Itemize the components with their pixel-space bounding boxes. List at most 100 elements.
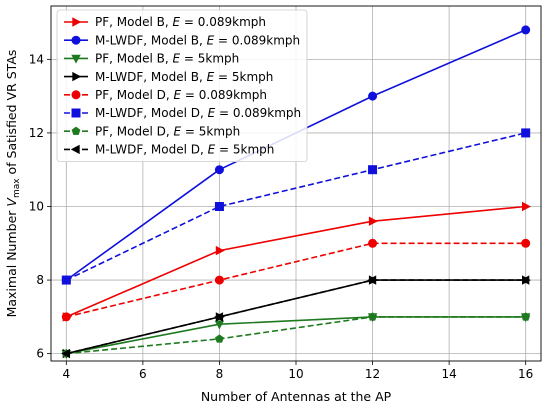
- data-point: [61, 348, 70, 359]
- data-point: [521, 312, 531, 321]
- y-tick-label: 12: [29, 126, 44, 140]
- legend-label-post: = 5kmph: [180, 52, 239, 66]
- series-line: [66, 316, 526, 355]
- legend-label-post: = 0.089kmph: [214, 33, 300, 47]
- series-8: [61, 275, 530, 359]
- legend-label-pre: PF, Model D,: [95, 88, 173, 102]
- legend-item: PF, Model D, E = 0.089kmph: [64, 88, 267, 102]
- y-axis-label-prefix: Maximal Number: [4, 207, 19, 318]
- legend-label-pre: PF, Model D,: [95, 124, 173, 138]
- data-point: [520, 275, 530, 285]
- legend-label-var: E: [173, 88, 181, 102]
- data-point: [214, 201, 224, 211]
- y-axis-label-sub: max: [12, 178, 22, 198]
- legend-label-pre: M-LWDF, Model B,: [95, 33, 207, 47]
- legend-label: PF, Model D, E = 0.089kmph: [95, 88, 267, 102]
- legend-label: M-LWDF, Model B, E = 5kmph: [95, 70, 273, 84]
- legend-label: M-LWDF, Model D, E = 0.089kmph: [95, 106, 301, 120]
- ticks: 4 6 8 10 12 14 16 6 8 10 12 14: [29, 52, 534, 381]
- legend-label-var: E: [208, 106, 216, 120]
- series-line: [65, 205, 526, 318]
- legend-label-post: = 5kmph: [215, 143, 274, 157]
- legend-marker: [71, 54, 81, 64]
- legend-label: M-LWDF, Model B, E = 0.089kmph: [95, 33, 300, 47]
- x-tick-label: 4: [62, 367, 70, 381]
- data-point: [368, 91, 378, 101]
- data-point: [61, 312, 71, 322]
- data-point: [521, 238, 531, 248]
- x-tick-label: 16: [518, 367, 533, 381]
- legend-label: PF, Model B, E = 0.089kmph: [95, 15, 266, 29]
- x-tick-label: 14: [441, 367, 456, 381]
- legend-marker: [70, 144, 80, 155]
- legend-label-post: = 5kmph: [214, 70, 273, 84]
- data-point: [214, 312, 224, 322]
- data-point: [368, 238, 378, 248]
- data-point: [368, 312, 377, 321]
- legend-label: M-LWDF, Model D, E = 5kmph: [95, 143, 274, 157]
- legend-label-post: = 0.089kmph: [215, 106, 301, 120]
- legend-label-post: = 0.089kmph: [180, 15, 266, 29]
- y-tick-label: 14: [29, 52, 44, 66]
- x-tick-label: 6: [139, 367, 147, 381]
- series-line: [66, 242, 526, 318]
- legend-item: PF, Model D, E = 5kmph: [64, 124, 240, 138]
- legend-label-pre: PF, Model B,: [95, 52, 172, 66]
- data-point: [521, 25, 531, 35]
- legend-item: M-LWDF, Model D, E = 5kmph: [64, 143, 274, 157]
- data-point: [215, 334, 224, 343]
- y-tick-label: 8: [36, 273, 44, 287]
- data-point: [367, 275, 377, 285]
- legend-label-var: E: [207, 70, 215, 84]
- legend-label: PF, Model D, E = 5kmph: [95, 124, 240, 138]
- legend-label-post: = 0.089kmph: [181, 88, 267, 102]
- data-point: [61, 275, 71, 285]
- x-tick-label: 10: [288, 367, 303, 381]
- series-line: [66, 279, 526, 355]
- legend-item: PF, Model B, E = 0.089kmph: [64, 15, 266, 29]
- legend-label-var: E: [173, 124, 181, 138]
- data-point: [215, 245, 225, 256]
- legend-label: PF, Model B, E = 5kmph: [95, 52, 239, 66]
- y-tick-label: 10: [29, 199, 44, 213]
- x-tick-label: 8: [216, 367, 224, 381]
- legend-item: M-LWDF, Model D, E = 0.089kmph: [64, 106, 301, 120]
- legend-label-var: E: [208, 143, 216, 157]
- legend-label-pre: M-LWDF, Model D,: [95, 106, 208, 120]
- data-point: [368, 165, 378, 175]
- y-axis-label-var: V: [4, 197, 19, 207]
- y-axis-label: Maximal Number Vmax of Satisfied VR STAs: [4, 50, 22, 318]
- legend-label-var: E: [172, 52, 180, 66]
- data-point: [214, 320, 225, 330]
- legend-item: M-LWDF, Model B, E = 0.089kmph: [64, 33, 300, 47]
- legend-marker: [71, 126, 81, 135]
- series-5: [61, 238, 531, 322]
- legend-label-pre: PF, Model B,: [95, 15, 172, 29]
- data-point: [521, 128, 531, 138]
- y-axis-label-suffix: of Satisfied VR STAs: [4, 50, 19, 179]
- x-axis-label: Number of Antennas at the AP: [201, 389, 392, 404]
- legend-label-pre: M-LWDF, Model B,: [95, 70, 207, 84]
- legend-label-pre: M-LWDF, Model D,: [95, 143, 208, 157]
- x-tick-label: 12: [365, 367, 380, 381]
- legend-marker: [72, 17, 82, 27]
- legend-marker: [71, 35, 81, 45]
- legend-marker: [72, 71, 82, 82]
- legend-item: PF, Model B, E = 5kmph: [64, 52, 239, 66]
- legend-marker: [71, 90, 81, 100]
- y-tick-label: 6: [36, 347, 44, 361]
- series-6: [61, 128, 531, 285]
- legend-item: M-LWDF, Model B, E = 5kmph: [64, 70, 273, 84]
- legend-label-post: = 5kmph: [181, 124, 240, 138]
- data-point: [368, 216, 378, 226]
- data-point: [521, 201, 531, 212]
- series-line: [66, 316, 526, 355]
- data-point: [214, 165, 224, 175]
- legend-label-var: E: [172, 15, 180, 29]
- legend-box: [56, 9, 308, 163]
- legend-marker: [71, 108, 81, 118]
- data-point: [214, 275, 224, 285]
- series-line: [65, 132, 526, 281]
